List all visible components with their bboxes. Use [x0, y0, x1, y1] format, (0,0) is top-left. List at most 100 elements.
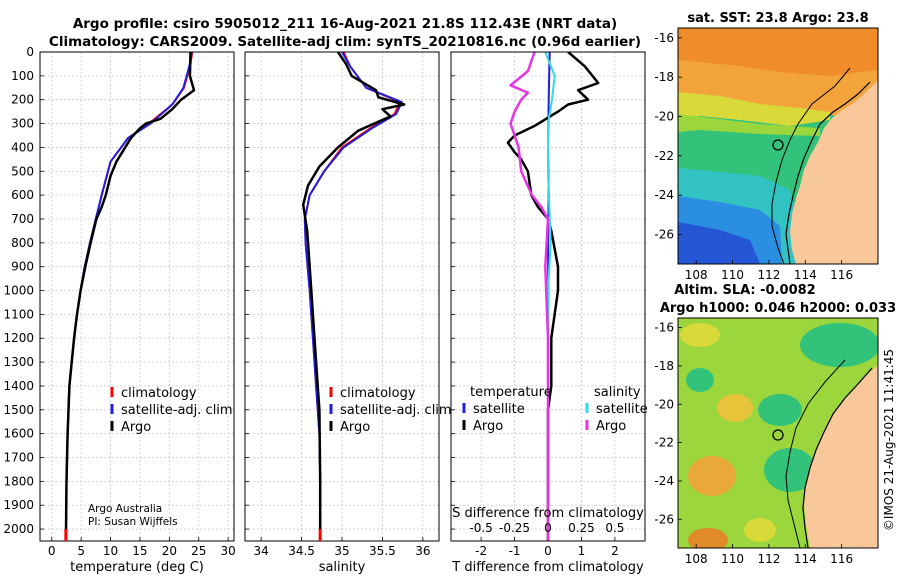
y-tick-label: 0: [26, 45, 34, 59]
x-axis-label: salinity: [319, 560, 366, 575]
x-tick-label: 114: [794, 268, 817, 282]
x-tick-label: 116: [830, 552, 853, 566]
legend-label: satellite: [473, 402, 525, 417]
legend-title-temperature: temperature: [470, 385, 552, 400]
legend-label: Argo: [121, 420, 151, 435]
temperature-panel: 0100200300400500600700800900100011001200…: [3, 45, 235, 575]
y-tick-label: 1400: [3, 379, 34, 393]
y-tick-label: 1200: [3, 331, 34, 345]
sla-low-anomaly: [758, 394, 802, 426]
y-tick-label: 1600: [3, 427, 34, 441]
y-tick-label: 400: [11, 140, 34, 154]
series-line-argo: [64, 52, 196, 541]
y-tick-label: 800: [11, 236, 34, 250]
legend-label: satellite: [596, 402, 648, 417]
sla-high-anomaly: [680, 323, 720, 347]
x-tick-label: 30: [220, 544, 235, 558]
x-tick-label: 35.5: [369, 544, 396, 558]
x-axis-label: temperature (deg C): [70, 560, 204, 575]
plot-frame: [244, 51, 440, 542]
sst-map-frame: [677, 27, 879, 265]
coastline: [802, 367, 873, 548]
x-tick-label: 1: [578, 544, 586, 558]
x-tick-label: 112: [757, 268, 780, 282]
sla-low-anomaly: [686, 368, 714, 392]
x-tick-label: 112: [757, 552, 780, 566]
y-tick-label: -18: [654, 70, 674, 84]
x2-axis-label: S difference from climatology: [452, 506, 644, 521]
y-tick-label: -20: [654, 397, 674, 411]
x2-tick-label: -0.25: [499, 521, 530, 535]
attribution-line-2: PI: Susan Wijffels: [88, 516, 178, 528]
x-tick-label: 2: [611, 544, 619, 558]
y-tick-label: -22: [654, 436, 674, 450]
y-tick-label: -26: [654, 228, 674, 242]
y-tick-label: 300: [11, 117, 34, 131]
sla-map-axes: 108 110 112 114 116 -16 -18 -20 -22 -24 -26: [654, 321, 853, 566]
x-tick-label: 34: [254, 544, 269, 558]
x-tick-label: 116: [830, 268, 853, 282]
y-tick-label: -26: [654, 512, 674, 526]
legend-title-salinity: salinity: [594, 385, 641, 400]
y-tick-label: 500: [11, 164, 34, 178]
salinity-panel: 34 34.5 35 35.5 36 salinity climatology satelli…: [244, 51, 452, 575]
sla-high-anomaly: [744, 518, 776, 542]
legend-label: climatology: [340, 386, 416, 401]
y-tick-label: 1700: [3, 451, 34, 465]
series-group: [301, 52, 406, 541]
x-tick-label: 25: [191, 544, 206, 558]
x-tick-label: 108: [685, 552, 708, 566]
sla-low-anomaly: [800, 323, 878, 367]
x-tick-label: 0: [48, 544, 56, 558]
x-tick-label: 108: [685, 268, 708, 282]
x-tick-label: -1: [509, 544, 521, 558]
y-tick-label: 1500: [3, 403, 34, 417]
series-group: [64, 52, 196, 541]
x2-tick-label: 0.5: [605, 521, 624, 535]
sla-map-title-2: Argo h1000: 0.046 h2000: 0.033: [660, 301, 896, 316]
imos-timestamp: ©IMOS 21-Aug-2021 11:41:45: [882, 349, 896, 531]
plot-background: [40, 52, 234, 541]
sla-map-title-1: Altim. SLA: -0.0082: [674, 283, 815, 298]
land-mass: [790, 80, 878, 264]
y-tick-label: 200: [11, 93, 34, 107]
figure-title-2: Climatology: CARS2009. Satellite-adj cli…: [49, 34, 641, 50]
legend-label: Argo: [340, 420, 370, 435]
legend-label: Argo: [473, 419, 503, 434]
sla-high-anomaly: [688, 528, 728, 548]
land-mass: [804, 365, 878, 548]
x-tick-label: 0: [544, 544, 552, 558]
y-tick-label: -18: [654, 359, 674, 373]
sst-deep-blue-zone: [678, 222, 760, 264]
x-tick-label: 10: [103, 544, 118, 558]
sst-warmest-zone: [678, 28, 878, 76]
y-tick-label: 900: [11, 260, 34, 274]
attribution-line-1: Argo Australia: [88, 503, 162, 515]
sst-map: sat. SST: 23.8 Argo: 23.8 108 110 112 114 11…: [654, 11, 879, 282]
x-axis-label: T difference from climatology: [451, 560, 644, 575]
sst-map-title: sat. SST: 23.8 Argo: 23.8: [687, 11, 868, 26]
sla-high-anomaly: [717, 394, 753, 422]
y-tick-label: 1800: [3, 474, 34, 488]
x-tick-label: 36: [415, 544, 430, 558]
x2-tick-label: 0.25: [568, 521, 595, 535]
x2-tick-label: -0.5: [469, 521, 492, 535]
series-line-salinity-argo: [509, 52, 550, 541]
sla-map-frame: [677, 317, 879, 549]
sst-yellow-band: [678, 92, 830, 126]
y-tick-label: 700: [11, 212, 34, 226]
sla-low-anomaly: [764, 448, 816, 492]
legend-label: satellite-adj. clim: [340, 403, 452, 418]
sst-map-axes: 108 110 112 114 116 -16 -18 -20 -22 -24 -26: [654, 31, 853, 282]
x-tick-label: 35: [334, 544, 349, 558]
sst-light-green-band: [678, 114, 820, 136]
y-tick-label: -24: [654, 474, 674, 488]
x-tick-label: 110: [721, 552, 744, 566]
x-tick-label: 5: [77, 544, 85, 558]
y-tick-label: 600: [11, 188, 34, 202]
x-tick-label: 110: [721, 268, 744, 282]
x-tick-label: 114: [794, 552, 817, 566]
figure-title-1: Argo profile: csiro 5905012_211 16-Aug-2…: [73, 16, 617, 32]
y-tick-label: -24: [654, 188, 674, 202]
